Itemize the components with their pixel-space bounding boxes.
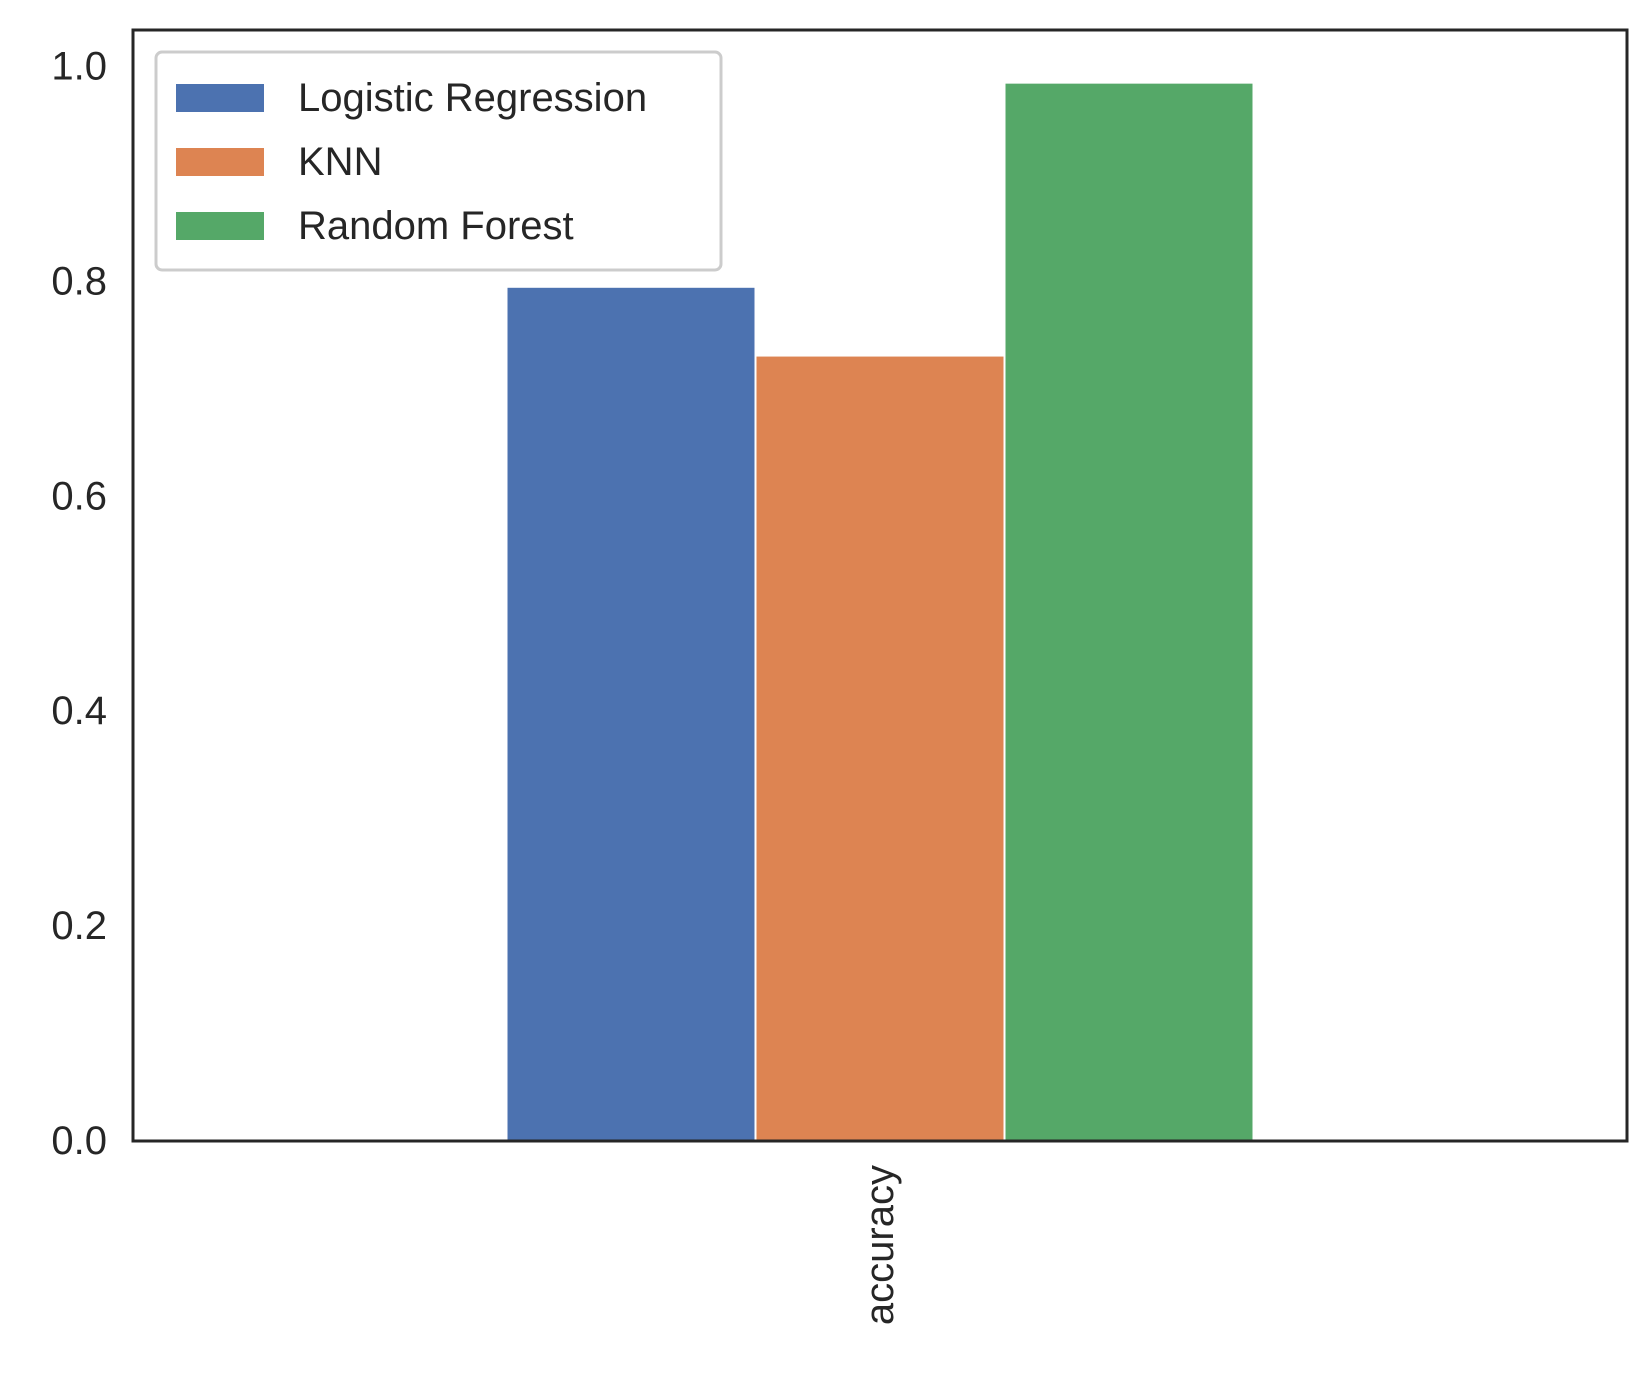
legend: Logistic Regression KNN Random Forest bbox=[154, 50, 723, 272]
bar-logistic-regression-accuracy bbox=[505, 285, 757, 1143]
y-axis-ticks: 0.0 0.2 0.4 0.6 0.8 1.0 bbox=[51, 45, 107, 1163]
legend-label: KNN bbox=[298, 140, 382, 184]
x-axis-ticks: accuracy bbox=[858, 1165, 902, 1325]
y-tick-label: 0.0 bbox=[51, 1119, 107, 1163]
y-tick-label: 0.8 bbox=[51, 259, 107, 303]
legend-swatch bbox=[176, 212, 264, 240]
y-tick-label: 0.4 bbox=[51, 689, 107, 733]
legend-box bbox=[154, 50, 723, 272]
y-tick-label: 0.2 bbox=[51, 904, 107, 948]
bar-random-forest-accuracy bbox=[1003, 81, 1255, 1143]
x-tick-label: accuracy bbox=[858, 1165, 902, 1325]
legend-label: Random Forest bbox=[298, 204, 574, 248]
legend-swatch bbox=[176, 84, 264, 112]
legend-swatch bbox=[176, 148, 264, 176]
plot-frame bbox=[131, 28, 1629, 1143]
bars bbox=[505, 81, 1255, 1143]
y-tick-label: 0.6 bbox=[51, 474, 107, 518]
legend-label: Logistic Regression bbox=[298, 76, 647, 120]
bar-knn-accuracy bbox=[754, 354, 1006, 1142]
y-tick-label: 1.0 bbox=[51, 45, 107, 89]
